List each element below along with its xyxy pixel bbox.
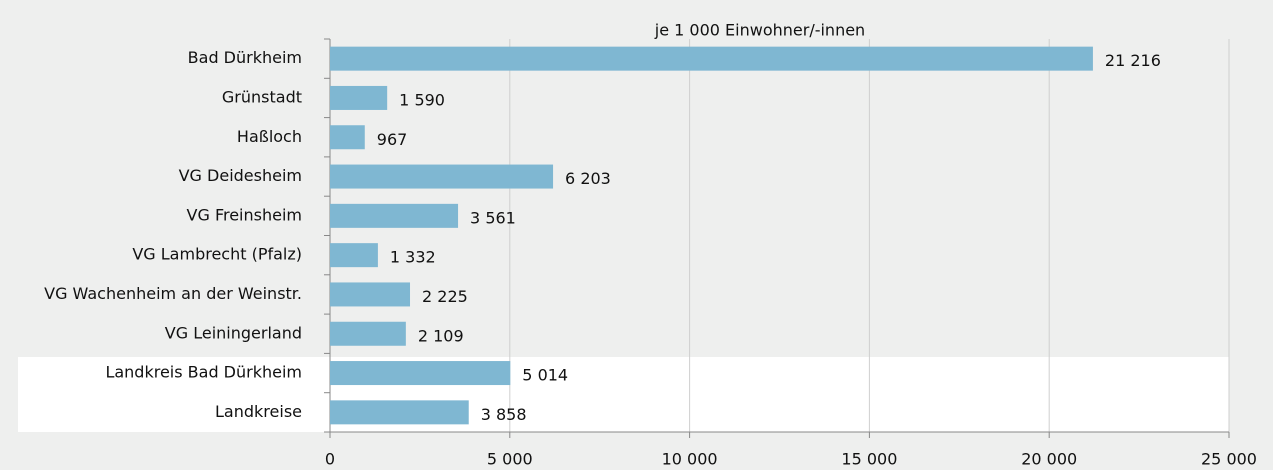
highlight-band — [18, 357, 1229, 432]
y-tick-label: Bad Dürkheim — [188, 48, 302, 67]
y-tick-label: VG Wachenheim an der Weinstr. — [44, 284, 302, 303]
y-tick-label: VG Leiningerland — [165, 323, 302, 342]
bar — [330, 164, 554, 189]
value-label: 5 014 — [522, 366, 568, 385]
value-label: 3 561 — [470, 208, 516, 227]
value-label: 3 858 — [481, 405, 527, 424]
x-tick-label: 0 — [325, 450, 335, 469]
bar — [330, 85, 388, 110]
bar — [330, 361, 511, 386]
chart-subtitle: je 1 000 Einwohner/-innen — [654, 21, 865, 40]
value-label: 6 203 — [565, 169, 611, 188]
bar — [330, 46, 1093, 71]
bar — [330, 125, 365, 150]
value-label: 1 332 — [390, 248, 436, 267]
y-tick-label: VG Deidesheim — [179, 166, 302, 185]
y-tick-label: VG Freinsheim — [187, 205, 302, 224]
value-label: 2 225 — [422, 287, 468, 306]
value-label: 967 — [377, 130, 408, 149]
x-tick-label: 25 000 — [1201, 450, 1257, 469]
x-tick-label: 20 000 — [1021, 450, 1077, 469]
value-label: 21 216 — [1105, 51, 1161, 70]
value-label: 2 109 — [418, 326, 464, 345]
bar — [330, 282, 411, 307]
y-tick-label: Grünstadt — [222, 87, 302, 106]
y-tick-label: Landkreise — [215, 402, 302, 421]
x-tick-label: 10 000 — [662, 450, 718, 469]
bar — [330, 243, 378, 268]
bar — [330, 400, 469, 425]
y-tick-label: VG Lambrecht (Pfalz) — [132, 245, 302, 264]
y-tick-label: Haßloch — [237, 127, 302, 146]
bar — [330, 321, 406, 346]
y-tick-label: Landkreis Bad Dürkheim — [105, 363, 302, 382]
value-label: 1 590 — [399, 90, 445, 109]
x-tick-label: 5 000 — [487, 450, 533, 469]
x-tick-label: 15 000 — [841, 450, 897, 469]
bar — [330, 203, 459, 228]
